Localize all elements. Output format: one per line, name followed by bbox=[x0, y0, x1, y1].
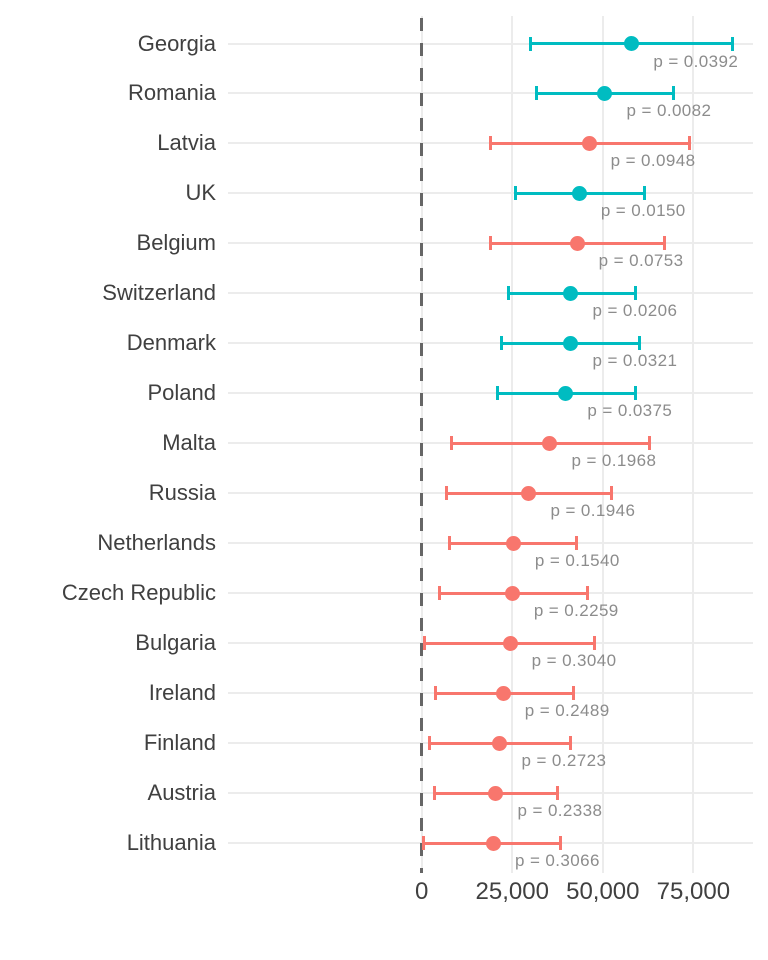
point-estimate bbox=[488, 785, 504, 801]
country-label: UK bbox=[185, 180, 216, 206]
row-gridline bbox=[228, 192, 753, 195]
p-value-label: p = 0.0948 bbox=[610, 151, 696, 171]
v-gridline bbox=[692, 16, 695, 873]
whisker-cap-left bbox=[448, 536, 452, 551]
p-value-label: p = 0.1968 bbox=[571, 451, 657, 471]
country-label: Malta bbox=[162, 430, 216, 456]
x-tick-label: 75,000 bbox=[656, 878, 731, 905]
whisker-cap-left bbox=[506, 286, 510, 301]
whisker-cap-left bbox=[427, 736, 431, 751]
whisker-cap-right bbox=[648, 436, 652, 451]
p-value-label: p = 0.0082 bbox=[626, 101, 712, 121]
point-estimate bbox=[504, 585, 520, 601]
point-estimate bbox=[542, 435, 558, 451]
point-estimate bbox=[569, 235, 585, 251]
whisker-cap-right bbox=[609, 486, 613, 501]
whisker-cap-right bbox=[638, 336, 642, 351]
whisker-cap-right bbox=[687, 136, 691, 151]
row-gridline bbox=[228, 292, 753, 295]
p-value-label: p = 0.0321 bbox=[592, 351, 678, 371]
whisker-cap-right bbox=[633, 386, 637, 401]
whisker-cap-left bbox=[450, 436, 454, 451]
x-tick-label: 50,000 bbox=[566, 878, 640, 905]
country-label: Ireland bbox=[148, 680, 216, 706]
point-estimate bbox=[485, 835, 501, 851]
p-value-label: p = 0.0753 bbox=[598, 251, 684, 271]
country-label: Bulgaria bbox=[135, 630, 216, 656]
point-estimate bbox=[502, 635, 518, 651]
p-value-label: p = 0.0206 bbox=[592, 301, 678, 321]
point-estimate bbox=[563, 285, 579, 301]
whisker-cap-right bbox=[642, 186, 646, 201]
country-label: Romania bbox=[127, 80, 216, 106]
whisker-cap-left bbox=[529, 36, 533, 51]
point-estimate bbox=[558, 385, 574, 401]
p-value-label: p = 0.2489 bbox=[524, 701, 610, 721]
point-estimate bbox=[597, 85, 613, 101]
whisker-cap-right bbox=[559, 836, 563, 851]
point-estimate bbox=[624, 36, 640, 51]
whisker-cap-right bbox=[593, 636, 597, 651]
row-gridline bbox=[228, 342, 753, 345]
country-label: Latvia bbox=[157, 130, 216, 156]
whisker-cap-left bbox=[489, 236, 493, 251]
p-value-label: p = 0.2259 bbox=[533, 601, 619, 621]
x-tick-label: 25,000 bbox=[475, 878, 549, 905]
whisker-cap-left bbox=[423, 636, 427, 651]
p-value-label: p = 0.2723 bbox=[521, 751, 607, 771]
country-label: Russia bbox=[148, 480, 216, 506]
whisker-cap-right bbox=[569, 736, 573, 751]
country-label: Belgium bbox=[136, 230, 216, 256]
point-estimate bbox=[521, 485, 537, 501]
p-value-label: p = 0.3066 bbox=[514, 851, 600, 871]
row-gridline bbox=[228, 392, 753, 395]
point-estimate bbox=[505, 535, 521, 551]
point-estimate bbox=[492, 735, 508, 751]
p-value-label: p = 0.1946 bbox=[550, 501, 636, 521]
p-value-label: p = 0.2338 bbox=[517, 801, 603, 821]
whisker-cap-left bbox=[488, 136, 492, 151]
country-label: Georgia bbox=[137, 30, 216, 56]
zero-dashed-line bbox=[420, 18, 424, 873]
whisker-cap-right bbox=[663, 236, 667, 251]
country-label: Denmark bbox=[126, 330, 216, 356]
whisker-cap-right bbox=[634, 286, 638, 301]
whisker-cap-left bbox=[500, 336, 504, 351]
row-gridline bbox=[228, 92, 753, 95]
p-value-label: p = 0.0375 bbox=[587, 401, 673, 421]
whisker-cap-left bbox=[433, 686, 437, 701]
country-label: Finland bbox=[143, 730, 216, 756]
whisker-cap-left bbox=[496, 386, 500, 401]
p-value-label: p = 0.0392 bbox=[653, 51, 739, 71]
country-label: Poland bbox=[147, 380, 216, 406]
point-estimate bbox=[563, 335, 579, 351]
country-label: Netherlands bbox=[97, 530, 216, 556]
point-estimate bbox=[581, 135, 597, 151]
row-gridline bbox=[228, 42, 753, 45]
point-estimate bbox=[571, 185, 587, 201]
whisker-cap-left bbox=[514, 186, 518, 201]
whisker-cap-left bbox=[432, 786, 436, 801]
x-tick-label: 0 bbox=[415, 878, 429, 905]
whisker-cap-right bbox=[731, 36, 735, 51]
whisker-cap-right bbox=[571, 686, 575, 701]
country-label: Switzerland bbox=[102, 280, 216, 306]
whisker-cap-left bbox=[535, 86, 539, 101]
p-value-label: p = 0.0150 bbox=[600, 201, 686, 221]
whisker-cap-left bbox=[445, 486, 449, 501]
whisker-cap-left bbox=[421, 836, 425, 851]
p-value-label: p = 0.1540 bbox=[534, 551, 620, 571]
country-label: Czech Republic bbox=[61, 580, 216, 606]
p-value-label: p = 0.3040 bbox=[531, 651, 617, 671]
whisker-cap-right bbox=[671, 86, 675, 101]
point-estimate bbox=[495, 685, 511, 701]
country-label: Austria bbox=[147, 780, 216, 806]
whisker-cap-right bbox=[575, 536, 579, 551]
whisker-cap-left bbox=[437, 586, 441, 601]
country-label: Lithuania bbox=[126, 830, 216, 856]
whisker-cap-right bbox=[556, 786, 560, 801]
whisker-cap-right bbox=[586, 586, 590, 601]
